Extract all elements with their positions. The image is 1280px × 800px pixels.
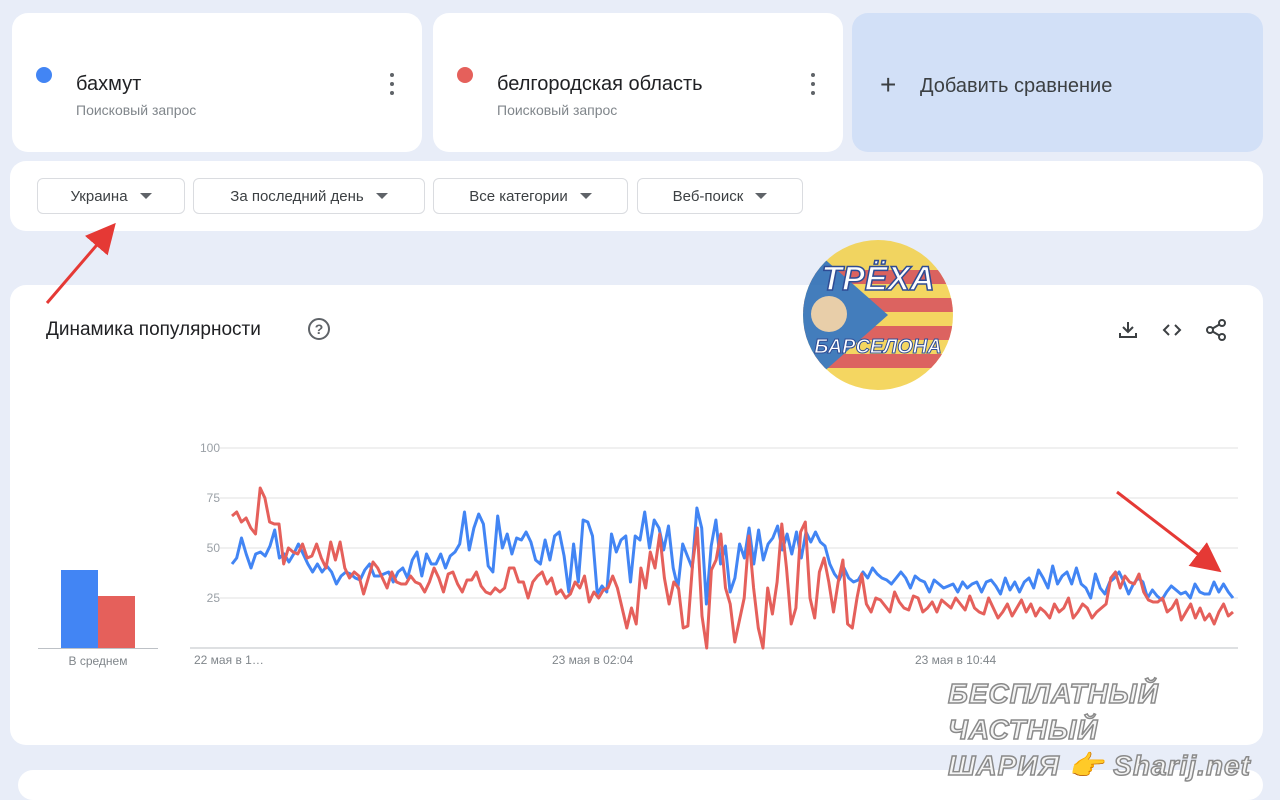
- caret-down-icon: [139, 193, 152, 199]
- watermark-line-1: БЕСПЛАТНЫЙ ЧАСТНЫЙ: [947, 677, 1159, 746]
- term-type: Поисковый запрос: [497, 102, 618, 118]
- line-chart[interactable]: 25 50 75 100 22 мая в 1… 23 мая в 02:04 23 мая…: [170, 433, 1240, 678]
- series-color-dot: [36, 67, 52, 83]
- series-color-dot: [457, 67, 473, 83]
- term-name: бахмут: [76, 73, 142, 95]
- x-tick-label: 23 мая в 02:04: [552, 653, 634, 667]
- caret-down-icon: [375, 193, 388, 199]
- search-type-label: Веб-поиск: [672, 187, 744, 205]
- filter-bar: Украина За последний день Все категории …: [10, 161, 1263, 231]
- term-card-2[interactable]: белгородская область Поисковый запрос: [433, 13, 843, 152]
- time-range-dropdown[interactable]: За последний день: [193, 178, 425, 214]
- time-range-label: За последний день: [230, 187, 364, 205]
- watermark-line-2: ШАРИЯ 👉 Sharij.net: [947, 749, 1251, 782]
- series-line-belgorod[interactable]: [231, 486, 1234, 650]
- logo-bottom-text: БАРСЕЛОНА: [814, 336, 942, 359]
- x-tick-label: 22 мая в 1…: [194, 653, 264, 667]
- embed-icon[interactable]: [1160, 318, 1184, 342]
- average-label: В среднем: [68, 654, 128, 668]
- search-type-dropdown[interactable]: Веб-поиск: [637, 178, 803, 214]
- y-tick-label: 100: [200, 441, 220, 455]
- y-tick-label: 50: [207, 541, 221, 555]
- divider-band: [0, 240, 1280, 260]
- term-card-1[interactable]: бахмут Поисковый запрос: [12, 13, 422, 152]
- region-dropdown[interactable]: Украина: [37, 178, 185, 214]
- category-label: Все категории: [469, 187, 568, 205]
- region-dropdown-label: Украина: [70, 187, 128, 205]
- y-tick-label: 75: [207, 491, 221, 505]
- add-comparison-label: Добавить сравнение: [920, 75, 1113, 97]
- download-icon[interactable]: [1116, 318, 1140, 342]
- average-bar-belgorod[interactable]: [98, 596, 135, 648]
- caret-down-icon: [579, 193, 592, 199]
- term-name: белгородская область: [497, 73, 703, 95]
- series-line-bakhmut[interactable]: [230, 506, 1235, 606]
- more-vert-icon[interactable]: [384, 73, 400, 95]
- add-comparison-button[interactable]: + Добавить сравнение: [852, 13, 1263, 152]
- more-vert-icon[interactable]: [805, 73, 821, 95]
- chart-title: Динамика популярности: [46, 319, 261, 340]
- average-bar-bakhmut[interactable]: [61, 570, 98, 648]
- channel-logo: ТРЁХА БАРСЕЛОНА: [803, 240, 953, 390]
- interest-over-time-card: Динамика популярности ? В среднем 25 50 75…: [10, 285, 1263, 745]
- plus-icon: +: [880, 69, 897, 100]
- logo-top-text: ТРЁХА: [821, 259, 936, 299]
- help-icon[interactable]: ?: [308, 318, 330, 340]
- term-type: Поисковый запрос: [76, 102, 197, 118]
- category-dropdown[interactable]: Все категории: [433, 178, 628, 214]
- share-icon[interactable]: [1204, 318, 1228, 342]
- y-tick-label: 25: [207, 591, 221, 605]
- average-baseline: [38, 648, 158, 649]
- x-tick-label: 23 мая в 10:44: [915, 653, 997, 667]
- watermark: БЕСПЛАТНЫЙ ЧАСТНЫЙ ШАРИЯ 👉 Sharij.net: [947, 676, 1258, 784]
- caret-down-icon: [755, 193, 768, 199]
